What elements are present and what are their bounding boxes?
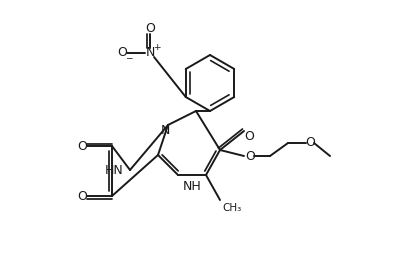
Text: O: O — [77, 189, 87, 203]
Text: NH: NH — [183, 180, 201, 192]
Text: O: O — [245, 150, 255, 162]
Text: O: O — [244, 129, 254, 143]
Text: −: − — [125, 54, 133, 62]
Text: O: O — [145, 23, 155, 35]
Text: N: N — [160, 125, 170, 137]
Text: O: O — [305, 136, 315, 150]
Text: HN: HN — [105, 163, 124, 177]
Text: CH₃: CH₃ — [222, 203, 241, 213]
Text: +: + — [153, 43, 161, 53]
Text: O: O — [117, 47, 127, 59]
Text: N: N — [145, 47, 155, 59]
Text: O: O — [77, 140, 87, 152]
